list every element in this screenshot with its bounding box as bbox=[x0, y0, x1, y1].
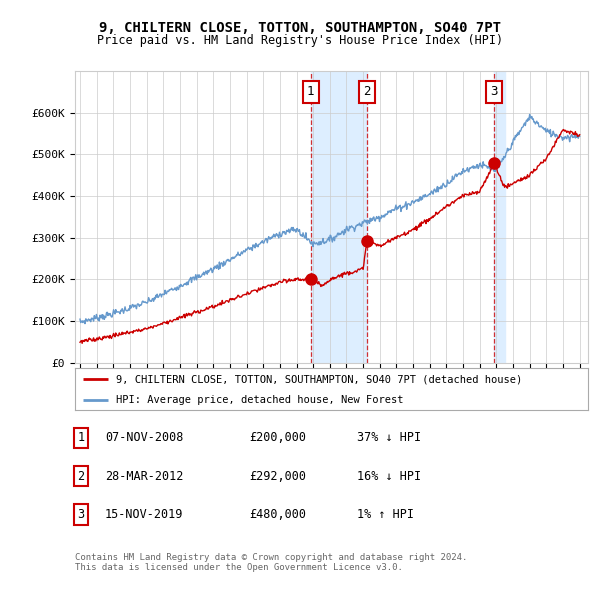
Bar bbox=[494, 71, 505, 363]
Text: Price paid vs. HM Land Registry's House Price Index (HPI): Price paid vs. HM Land Registry's House … bbox=[97, 34, 503, 47]
Text: £480,000: £480,000 bbox=[249, 508, 306, 521]
Text: £200,000: £200,000 bbox=[249, 431, 306, 444]
Text: Contains HM Land Registry data © Crown copyright and database right 2024.: Contains HM Land Registry data © Crown c… bbox=[75, 553, 467, 562]
Bar bbox=[311, 71, 367, 363]
Text: 15-NOV-2019: 15-NOV-2019 bbox=[105, 508, 184, 521]
Text: 37% ↓ HPI: 37% ↓ HPI bbox=[357, 431, 421, 444]
Text: 3: 3 bbox=[77, 508, 85, 521]
Text: 07-NOV-2008: 07-NOV-2008 bbox=[105, 431, 184, 444]
Text: 16% ↓ HPI: 16% ↓ HPI bbox=[357, 470, 421, 483]
Text: 1: 1 bbox=[77, 431, 85, 444]
Text: This data is licensed under the Open Government Licence v3.0.: This data is licensed under the Open Gov… bbox=[75, 563, 403, 572]
Text: HPI: Average price, detached house, New Forest: HPI: Average price, detached house, New … bbox=[116, 395, 404, 405]
Text: 2: 2 bbox=[364, 85, 371, 98]
Text: 28-MAR-2012: 28-MAR-2012 bbox=[105, 470, 184, 483]
Text: 1% ↑ HPI: 1% ↑ HPI bbox=[357, 508, 414, 521]
Text: 9, CHILTERN CLOSE, TOTTON, SOUTHAMPTON, SO40 7PT: 9, CHILTERN CLOSE, TOTTON, SOUTHAMPTON, … bbox=[99, 21, 501, 35]
Text: 2: 2 bbox=[77, 470, 85, 483]
Text: 9, CHILTERN CLOSE, TOTTON, SOUTHAMPTON, SO40 7PT (detached house): 9, CHILTERN CLOSE, TOTTON, SOUTHAMPTON, … bbox=[116, 374, 522, 384]
Text: 1: 1 bbox=[307, 85, 314, 98]
Text: 3: 3 bbox=[490, 85, 498, 98]
Text: £292,000: £292,000 bbox=[249, 470, 306, 483]
